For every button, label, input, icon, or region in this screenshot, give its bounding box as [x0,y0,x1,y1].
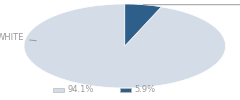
Text: 94.1%: 94.1% [67,86,94,94]
FancyBboxPatch shape [120,88,131,92]
Text: BLACK: BLACK [143,0,240,9]
Wedge shape [125,4,161,46]
Text: WHITE: WHITE [0,34,36,42]
Text: 5.9%: 5.9% [134,86,156,94]
FancyBboxPatch shape [53,88,64,92]
Wedge shape [24,4,226,88]
